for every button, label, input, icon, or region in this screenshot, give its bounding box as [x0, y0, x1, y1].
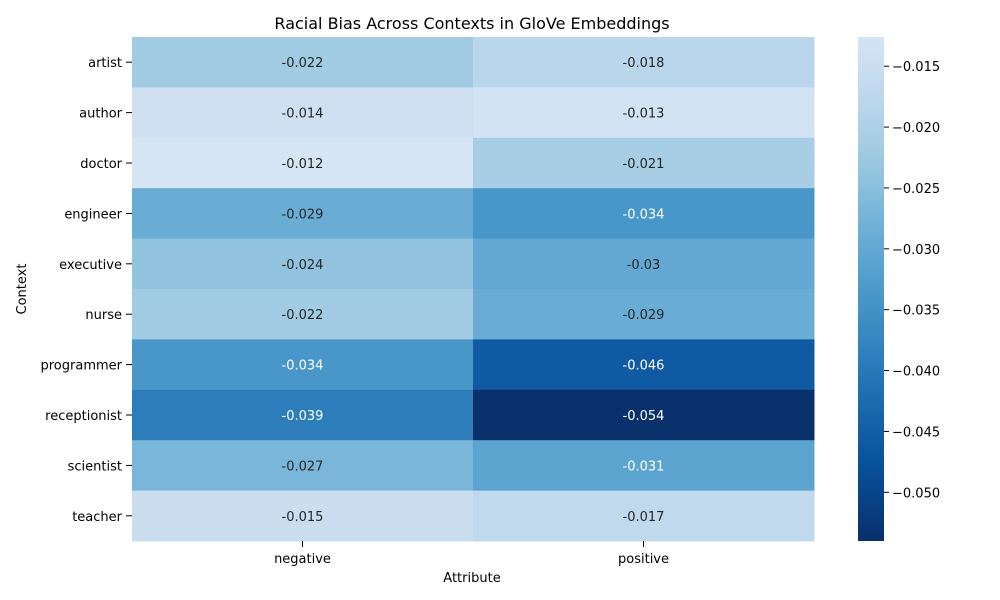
x-axis-label: Attribute: [443, 571, 500, 586]
heatmap-cell: [132, 389, 474, 441]
heatmap-cell: [473, 87, 815, 139]
heatmap-cell: [473, 339, 815, 391]
heatmap-cells: -0.022 -0.018 -0.014 -0.013 -0.012 -0.021 -0.0…: [132, 37, 815, 542]
y-tick-label: scientist: [68, 459, 122, 474]
y-tick-label: artist: [88, 56, 122, 71]
heatmap-cell: [132, 37, 474, 88]
cell-value-label: -0.054: [623, 409, 665, 424]
colorbar-tick-label: −0.050: [892, 486, 940, 501]
y-axis: artist author doctor engineer executive nurse…: [41, 56, 132, 525]
cell-value-label: -0.03: [627, 258, 661, 273]
cell-value-label: -0.029: [623, 308, 665, 323]
heatmap-cell: [473, 238, 815, 290]
colorbar: −0.050 −0.045 −0.040 −0.035 −0.030 −0.025 −0.0…: [858, 37, 940, 541]
cell-value-label: -0.034: [282, 359, 324, 374]
heatmap-cell: [473, 440, 815, 492]
heatmap-cell: [132, 339, 474, 391]
heatmap-cell: [132, 238, 474, 290]
colorbar-scale: [858, 37, 884, 541]
cell-value-label: -0.018: [623, 56, 665, 71]
cell-value-label: -0.013: [623, 107, 665, 122]
colorbar-tick-label: −0.040: [892, 365, 940, 380]
cell-value-label: -0.034: [623, 207, 665, 222]
heatmap-cell: [473, 188, 815, 240]
y-tick-label: engineer: [64, 207, 122, 222]
colorbar-tick-label: −0.045: [892, 425, 940, 440]
chart-title: Racial Bias Across Contexts in GloVe Emb…: [274, 14, 669, 33]
cell-value-label: -0.017: [623, 510, 665, 525]
y-axis-label: Context: [15, 264, 30, 315]
heatmap-cell: [132, 188, 474, 240]
heatmap-cell: [132, 87, 474, 139]
cell-value-label: -0.012: [282, 157, 324, 172]
cell-value-label: -0.015: [282, 510, 324, 525]
cell-value-label: -0.039: [282, 409, 324, 424]
heatmap-cell: [132, 137, 474, 189]
y-tick-label: executive: [59, 258, 122, 273]
heatmap-cell: [473, 37, 815, 88]
x-tick-label: positive: [618, 552, 669, 567]
heatmap-cell: [473, 137, 815, 189]
y-tick-label: teacher: [72, 510, 122, 525]
x-tick-label: negative: [274, 552, 331, 567]
heatmap-cell: [132, 289, 474, 340]
cell-value-label: -0.046: [623, 359, 665, 374]
cell-value-label: -0.029: [282, 207, 324, 222]
colorbar-tick-label: −0.025: [892, 182, 940, 197]
heatmap-cell: [132, 490, 474, 542]
colorbar-tick-label: −0.030: [892, 243, 940, 258]
cell-value-label: -0.022: [282, 308, 324, 323]
heatmap-cell: [473, 490, 815, 542]
y-tick-label: receptionist: [45, 409, 122, 424]
y-tick-label: doctor: [80, 157, 122, 172]
heatmap-cell: [473, 389, 815, 441]
x-axis: negative positive: [274, 541, 669, 567]
colorbar-tick-label: −0.020: [892, 121, 940, 136]
cell-value-label: -0.031: [623, 459, 665, 474]
cell-value-label: -0.027: [282, 459, 324, 474]
heatmap-cell: [473, 289, 815, 340]
colorbar-tick-label: −0.015: [892, 60, 940, 75]
y-tick-label: author: [79, 107, 122, 122]
cell-value-label: -0.021: [623, 157, 665, 172]
y-tick-label: programmer: [41, 359, 123, 374]
heatmap-cell: [132, 440, 474, 492]
cell-value-label: -0.022: [282, 56, 324, 71]
y-tick-label: nurse: [85, 308, 122, 323]
colorbar-tick-label: −0.035: [892, 304, 940, 319]
cell-value-label: -0.024: [282, 258, 324, 273]
cell-value-label: -0.014: [282, 107, 324, 122]
